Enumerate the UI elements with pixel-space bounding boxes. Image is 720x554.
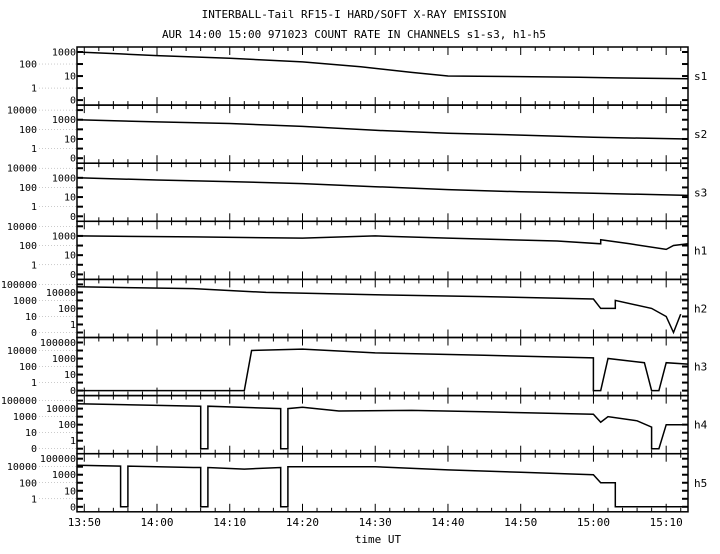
y-tick-label: 10000 (7, 462, 37, 473)
x-tick-label: 14:40 (431, 516, 464, 529)
y-tick-label: 10 (25, 312, 37, 323)
y-tick-label: 100 (19, 478, 37, 489)
y-tick-label: 1000 (52, 48, 76, 59)
y-tick-label: 100 (58, 420, 76, 431)
series-line-s2 (76, 118, 689, 140)
y-tick-label: 0 (70, 212, 76, 223)
panel-label-h5: h5 (694, 477, 707, 490)
y-tick-label: 10000 (7, 106, 37, 117)
y-tick-label: 0 (70, 270, 76, 281)
y-tick-label: 1 (31, 260, 37, 271)
y-tick-label: 100000 (1, 280, 37, 291)
y-tick-label: 1000 (13, 412, 37, 423)
y-tick-label: 0 (31, 328, 37, 339)
y-tick-label: 100 (19, 125, 37, 136)
y-tick-label: 1 (31, 494, 37, 505)
panel-label-h3: h3 (694, 361, 707, 374)
panel-label-s2: s2 (694, 128, 707, 141)
x-tick-label: 14:00 (140, 516, 173, 529)
panel-frame-h4 (76, 394, 689, 455)
y-tick-label: 100 (19, 362, 37, 373)
x-axis-label: time UT (355, 533, 402, 546)
y-tick-label: 1 (31, 144, 37, 155)
panel-label-h1: h1 (694, 244, 707, 257)
y-tick-label: 10000 (46, 288, 76, 299)
y-tick-label: 10000 (46, 404, 76, 415)
y-tick-label: 0 (70, 154, 76, 165)
y-tick-label: 100 (19, 60, 37, 71)
y-tick-label: 1 (31, 378, 37, 389)
y-tick-label: 1000 (52, 173, 76, 184)
series-line-h2 (76, 286, 682, 335)
y-tick-label: 100000 (40, 338, 76, 349)
y-tick-label: 1000 (52, 115, 76, 126)
y-tick-label: 10 (64, 370, 76, 381)
panel-label-s3: s3 (694, 186, 707, 199)
panel-label-h4: h4 (694, 419, 708, 432)
x-tick-label: 14:50 (504, 516, 537, 529)
y-tick-label: 10 (64, 72, 76, 83)
y-tick-label: 1000 (13, 296, 37, 307)
y-tick-label: 100 (58, 304, 76, 315)
y-tick-label: 0 (70, 386, 76, 397)
series-line-h4 (76, 403, 688, 450)
x-tick-label: 13:50 (68, 516, 101, 529)
x-tick-label: 14:10 (213, 516, 246, 529)
y-tick-label: 0 (70, 96, 76, 107)
y-tick-label: 10 (64, 134, 76, 145)
y-tick-label: 10 (64, 193, 76, 204)
panel-label-s1: s1 (694, 70, 707, 83)
chart-subtitle: AUR 14:00 15:00 971023 COUNT RATE IN CHA… (162, 28, 546, 41)
panel-label-h2: h2 (694, 302, 707, 315)
y-tick-label: 1 (70, 436, 76, 447)
y-tick-label: 100 (19, 183, 37, 194)
panel-frame-s2 (76, 104, 689, 164)
series-line-s3 (76, 177, 689, 197)
y-tick-label: 100000 (40, 454, 76, 465)
y-tick-label: 1 (31, 84, 37, 95)
panel-frame-h3 (76, 336, 689, 397)
series-line-h5 (76, 464, 688, 508)
y-tick-label: 10000 (7, 346, 37, 357)
y-tick-label: 0 (70, 502, 76, 513)
y-tick-label: 10000 (7, 164, 37, 175)
y-tick-label: 1000 (52, 354, 76, 365)
y-tick-label: 0 (31, 444, 37, 455)
panel-frame-s3 (76, 162, 689, 223)
y-tick-label: 10000 (7, 222, 37, 233)
x-tick-label: 14:30 (359, 516, 392, 529)
chart-title: INTERBALL-Tail RF15-I HARD/SOFT X-RAY EM… (202, 8, 507, 21)
y-tick-label: 100 (19, 241, 37, 252)
x-tick-label: 15:00 (577, 516, 610, 529)
series-line-h1 (76, 235, 689, 251)
x-tick-label: 15:10 (650, 516, 683, 529)
panel-frame-h1 (76, 220, 689, 281)
x-tick-label: 14:20 (286, 516, 319, 529)
panel-frame-h5 (76, 452, 689, 513)
y-tick-label: 1 (31, 202, 37, 213)
y-tick-label: 10 (64, 486, 76, 497)
series-line-s1 (76, 51, 689, 80)
y-tick-label: 1000 (52, 231, 76, 242)
y-tick-label: 1 (70, 320, 76, 331)
y-tick-label: 100000 (1, 396, 37, 407)
series-line-h3 (77, 348, 689, 392)
y-tick-label: 10 (64, 251, 76, 262)
y-tick-label: 10 (25, 428, 37, 439)
y-tick-label: 1000 (52, 470, 76, 481)
